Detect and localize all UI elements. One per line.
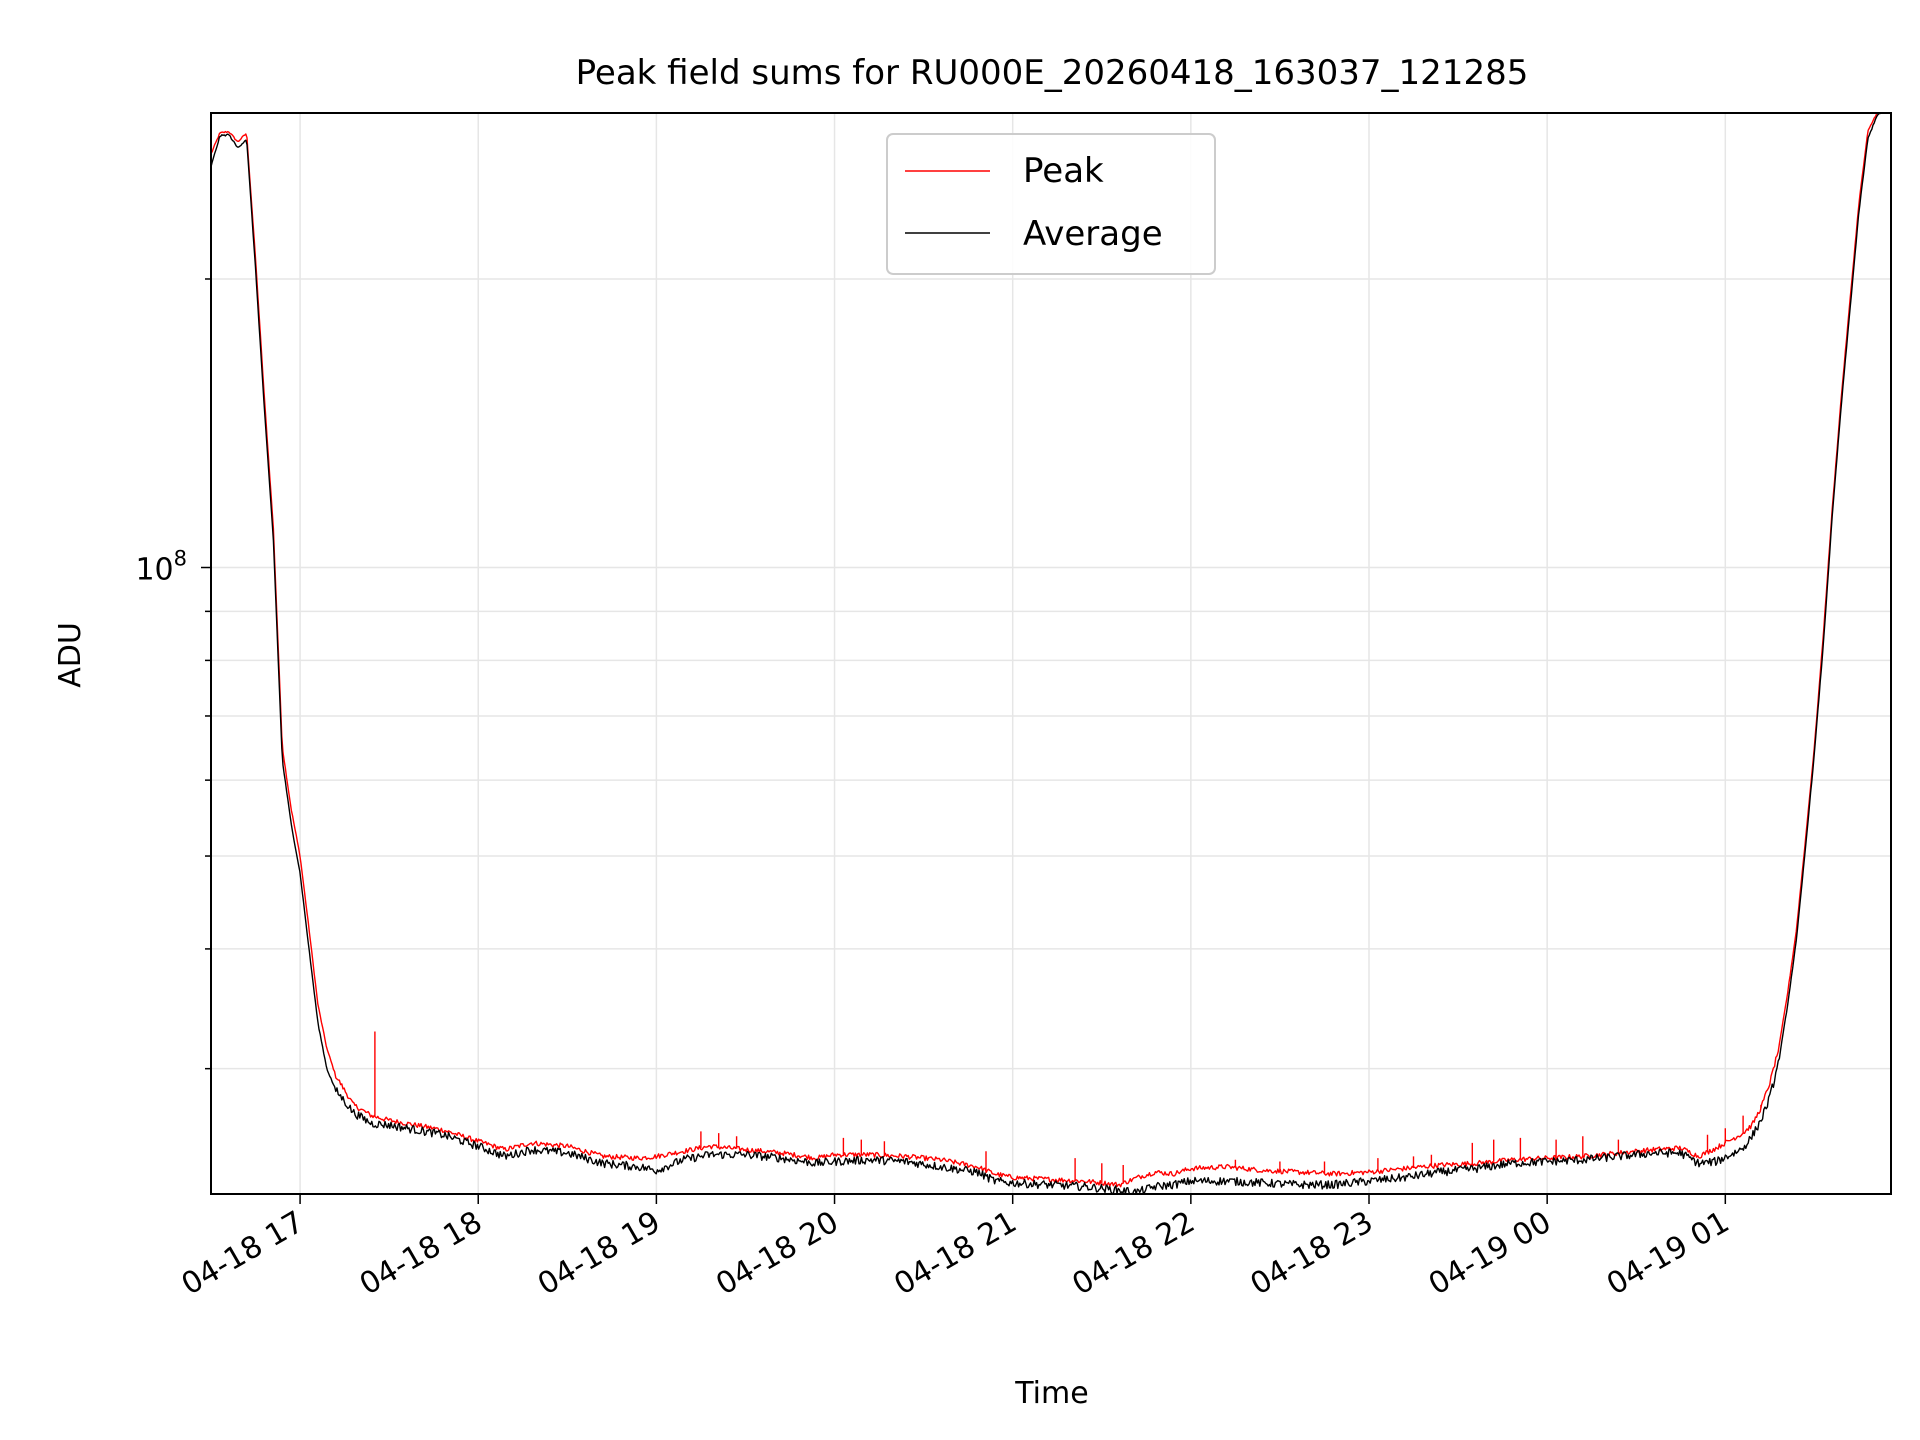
x-axis-label: Time <box>1014 1376 1088 1411</box>
legend-average-label: Average <box>1023 214 1163 254</box>
y-tick-label-base: 10 <box>135 553 173 588</box>
plot-area-frame <box>210 112 1892 1195</box>
series-layer <box>210 112 1891 1195</box>
y-tick-label-exponent: 8 <box>174 547 187 571</box>
legend: Peak Average <box>886 133 1216 275</box>
chart-title: Peak field sums for RU000E_20260418_1630… <box>576 53 1529 93</box>
y-tick-label: 108 <box>135 547 187 588</box>
legend-peak-label: Peak <box>1023 151 1104 191</box>
legend-box <box>886 133 1216 275</box>
y-axis-label: ADU <box>53 622 88 688</box>
average-series-line <box>210 112 1891 1195</box>
y-axis-ticks: 108 <box>135 278 211 1070</box>
grid-lines <box>211 113 1891 1194</box>
peak-spikes <box>374 1031 1762 1184</box>
